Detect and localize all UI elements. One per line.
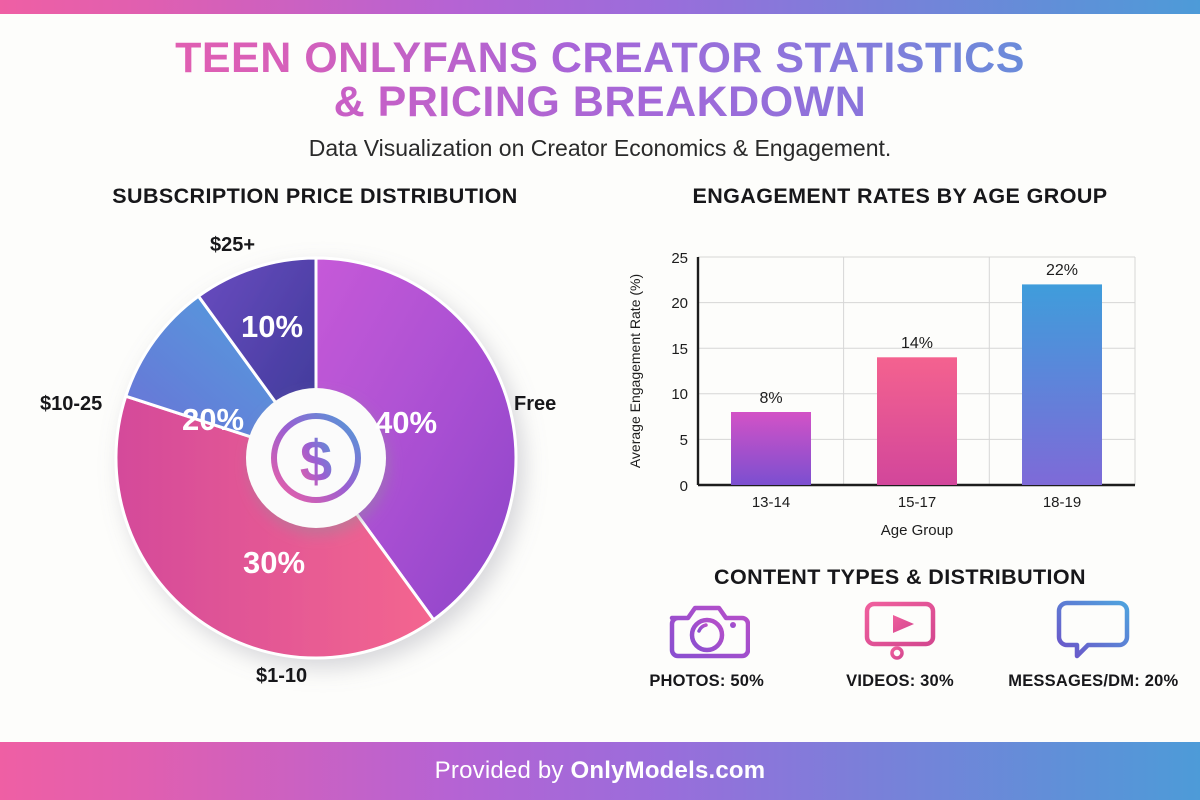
pie-value-1-10: 30% <box>243 545 305 580</box>
page-subtitle: Data Visualization on Creator Economics … <box>308 134 892 161</box>
message-icon <box>1050 598 1136 660</box>
svg-text:$: $ <box>300 429 332 494</box>
bar-chart-gridlines <box>698 256 1136 485</box>
page-title-line-1: TEEN ONLYFANS CREATOR STATISTICS <box>0 36 1200 81</box>
pie-value-10-25: 20% <box>182 402 244 437</box>
content-type-label-photos: PHOTOS: 50% <box>649 672 764 690</box>
subscription-price-pie-chart: $ 40% 30% 20% 10% Free $1-10 $10-25 $25+ <box>20 215 610 720</box>
svg-text:15-17: 15-17 <box>898 494 936 511</box>
svg-text:10: 10 <box>671 386 688 403</box>
footer-brand: OnlyModels.com <box>570 757 766 784</box>
bar-section-title: ENGAGEMENT RATES BY AGE GROUP <box>692 184 1108 208</box>
video-icon <box>857 598 943 660</box>
camera-icon <box>664 598 750 660</box>
bar-value-15-17: 14% <box>901 335 933 352</box>
svg-text:0: 0 <box>680 478 688 495</box>
header: TEEN ONLYFANS CREATOR STATISTICS & PRICI… <box>0 36 1200 162</box>
engagement-rate-bar-chart: 8% 14% 22% 0 5 10 15 20 25 13-14 15-17 1… <box>610 215 1190 545</box>
bar-18-19[interactable] <box>1022 284 1102 485</box>
content-type-label-videos: VIDEOS: 30% <box>846 672 954 690</box>
bar-chart-x-tick-labels: 13-14 15-17 18-19 <box>752 494 1081 511</box>
footer-prefix: Provided by <box>434 757 571 784</box>
content-type-photos[interactable]: PHOTOS: 50% <box>617 598 797 691</box>
bar-value-13-14: 8% <box>759 390 782 407</box>
bar-chart-svg: 8% 14% 22% 0 5 10 15 20 25 13-14 15-17 1… <box>627 250 1136 539</box>
bar-chart-y-tick-labels: 0 5 10 15 20 25 <box>671 250 688 495</box>
pie-label-25-plus: $25+ <box>210 234 256 256</box>
bar-chart-x-axis-label: Age Group <box>881 522 954 539</box>
content-type-videos[interactable]: VIDEOS: 30% <box>810 598 990 691</box>
pie-slice-free[interactable] <box>314 256 518 622</box>
bottom-gradient-bar <box>0 742 1200 800</box>
bar-15-17[interactable] <box>877 357 957 485</box>
svg-text:25: 25 <box>671 250 688 267</box>
svg-text:20: 20 <box>671 295 688 312</box>
content-types-section-title: CONTENT TYPES & DISTRIBUTION <box>714 565 1086 589</box>
content-type-label-messages: MESSAGES/DM: 20% <box>1008 672 1179 690</box>
top-gradient-bar <box>0 0 1200 14</box>
dollar-coin-icon: $ <box>271 413 361 503</box>
content-types-list: PHOTOS: 50% VIDEOS: 30% <box>610 598 1190 718</box>
svg-text:13-14: 13-14 <box>752 494 790 511</box>
bar-value-18-19: 22% <box>1046 262 1078 279</box>
svg-text:5: 5 <box>680 432 688 449</box>
bar-13-14[interactable] <box>731 412 811 485</box>
pie-label-1-10: $1-10 <box>256 665 308 687</box>
pie-center-disc <box>246 388 386 528</box>
pie-label-free: Free <box>514 393 557 415</box>
bar-chart-y-axis-label: Average Engagement Rate (%) <box>627 274 643 468</box>
footer-credit: Provided by OnlyModels.com <box>0 742 1200 800</box>
pie-label-10-25: $10-25 <box>40 393 103 415</box>
pie-section-title: SUBSCRIPTION PRICE DISTRIBUTION <box>112 184 518 208</box>
pie-svg: $ 40% 30% 20% 10% <box>114 256 518 660</box>
pie-value-free: 40% <box>375 405 437 440</box>
pie-value-25-plus: 10% <box>241 309 303 344</box>
svg-text:18-19: 18-19 <box>1043 494 1081 511</box>
svg-text:15: 15 <box>671 341 688 358</box>
pie-slice-1-10[interactable] <box>114 394 436 660</box>
content-type-messages[interactable]: MESSAGES/DM: 20% <box>1003 598 1183 691</box>
page-title-line-2: & PRICING BREAKDOWN <box>0 80 1200 125</box>
